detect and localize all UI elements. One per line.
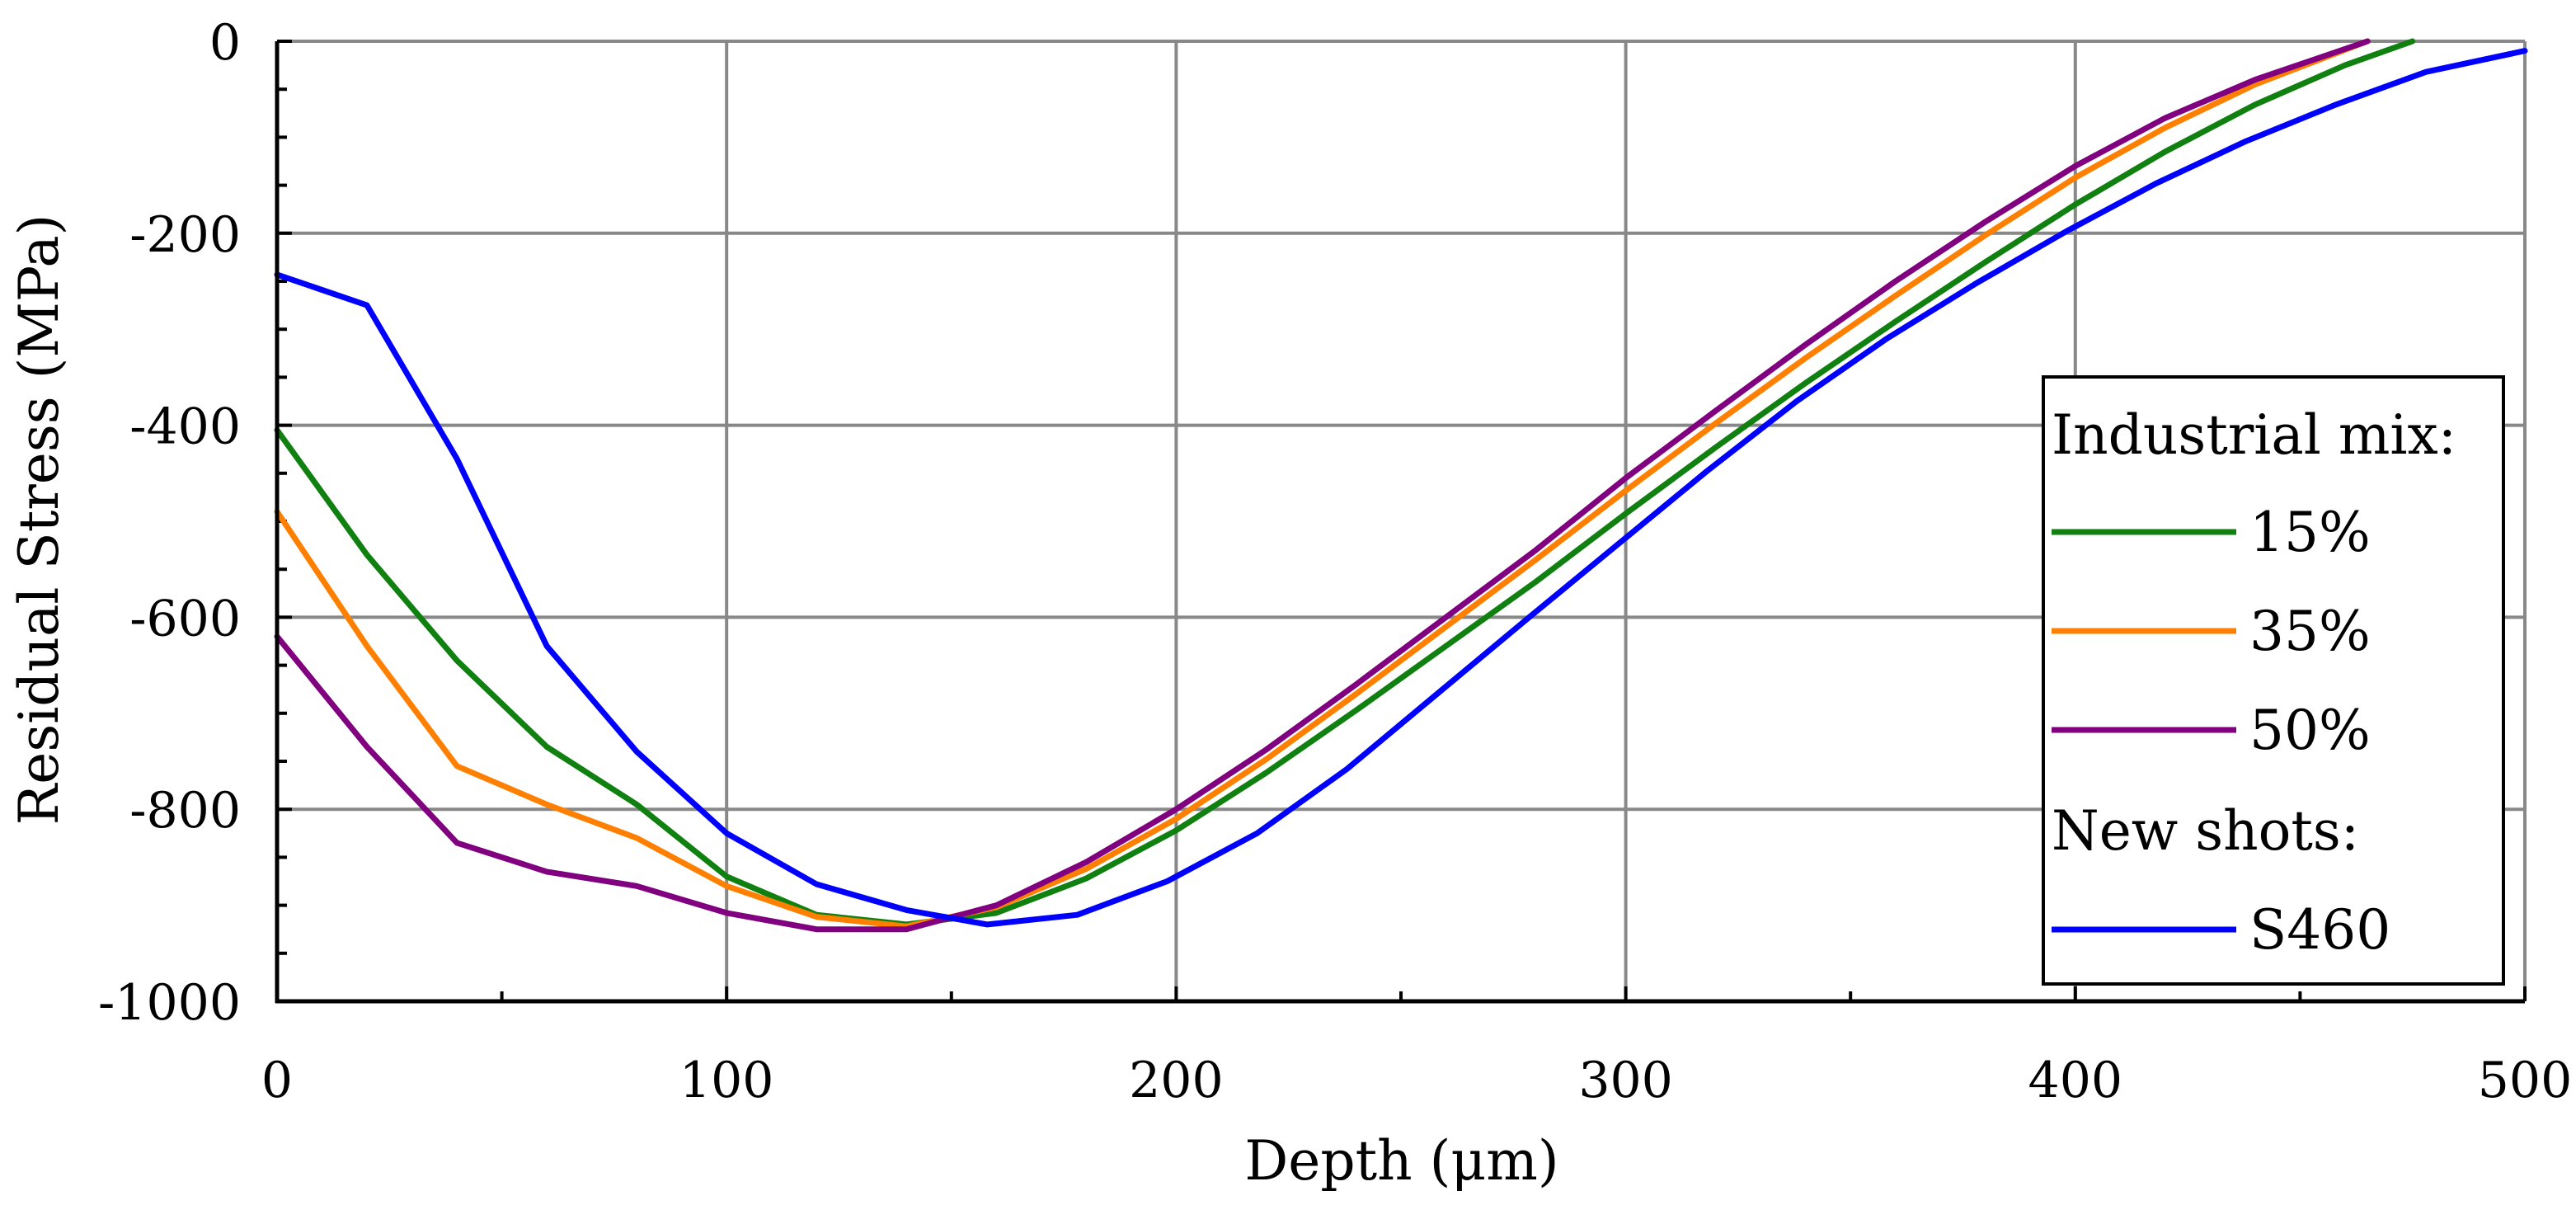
y-tick-label: -600 [129, 590, 241, 647]
x-tick-label: 200 [1129, 1052, 1224, 1109]
y-tick-label: 0 [209, 14, 241, 72]
legend: Industrial mix: 15% 35% 50% New shots: S… [2042, 375, 2505, 986]
x-tick-label: 0 [261, 1052, 293, 1109]
legend-box [2042, 375, 2505, 986]
axes [275, 41, 2525, 1004]
series-lines [274, 38, 2528, 933]
x-tick-label: 100 [679, 1052, 774, 1109]
y-tick-label: -1000 [98, 974, 241, 1032]
x-tick-label: 300 [1578, 1052, 1673, 1109]
legend-group-new-shots: New shots: [2052, 799, 2359, 863]
y-tick-label: -800 [129, 782, 241, 840]
legend-group-industrial-mix: Industrial mix: [2052, 403, 2456, 467]
legend-label-35: 35% [2249, 600, 2371, 663]
y-tick-label: -200 [129, 206, 241, 264]
legend-label-50: 50% [2249, 699, 2371, 762]
legend-label-15: 15% [2249, 501, 2371, 564]
x-tick-label: 500 [2478, 1052, 2573, 1109]
series-line-15pct [274, 38, 2416, 928]
legend-label-s460: S460 [2249, 898, 2390, 962]
series-line-50pct [274, 38, 2371, 933]
tick-labels: 0 100 200 300 400 500 0 -200 -400 -600 -800 -1000 [98, 14, 2572, 1109]
x-axis-title: Depth (μm) [1244, 1129, 1558, 1193]
y-tick-label: -400 [129, 398, 241, 456]
series-line-s460 [274, 48, 2528, 928]
y-axis-title: Residual Stress (MPa) [7, 214, 71, 826]
series-line-35pct [274, 38, 2371, 930]
x-tick-label: 400 [2028, 1052, 2123, 1109]
